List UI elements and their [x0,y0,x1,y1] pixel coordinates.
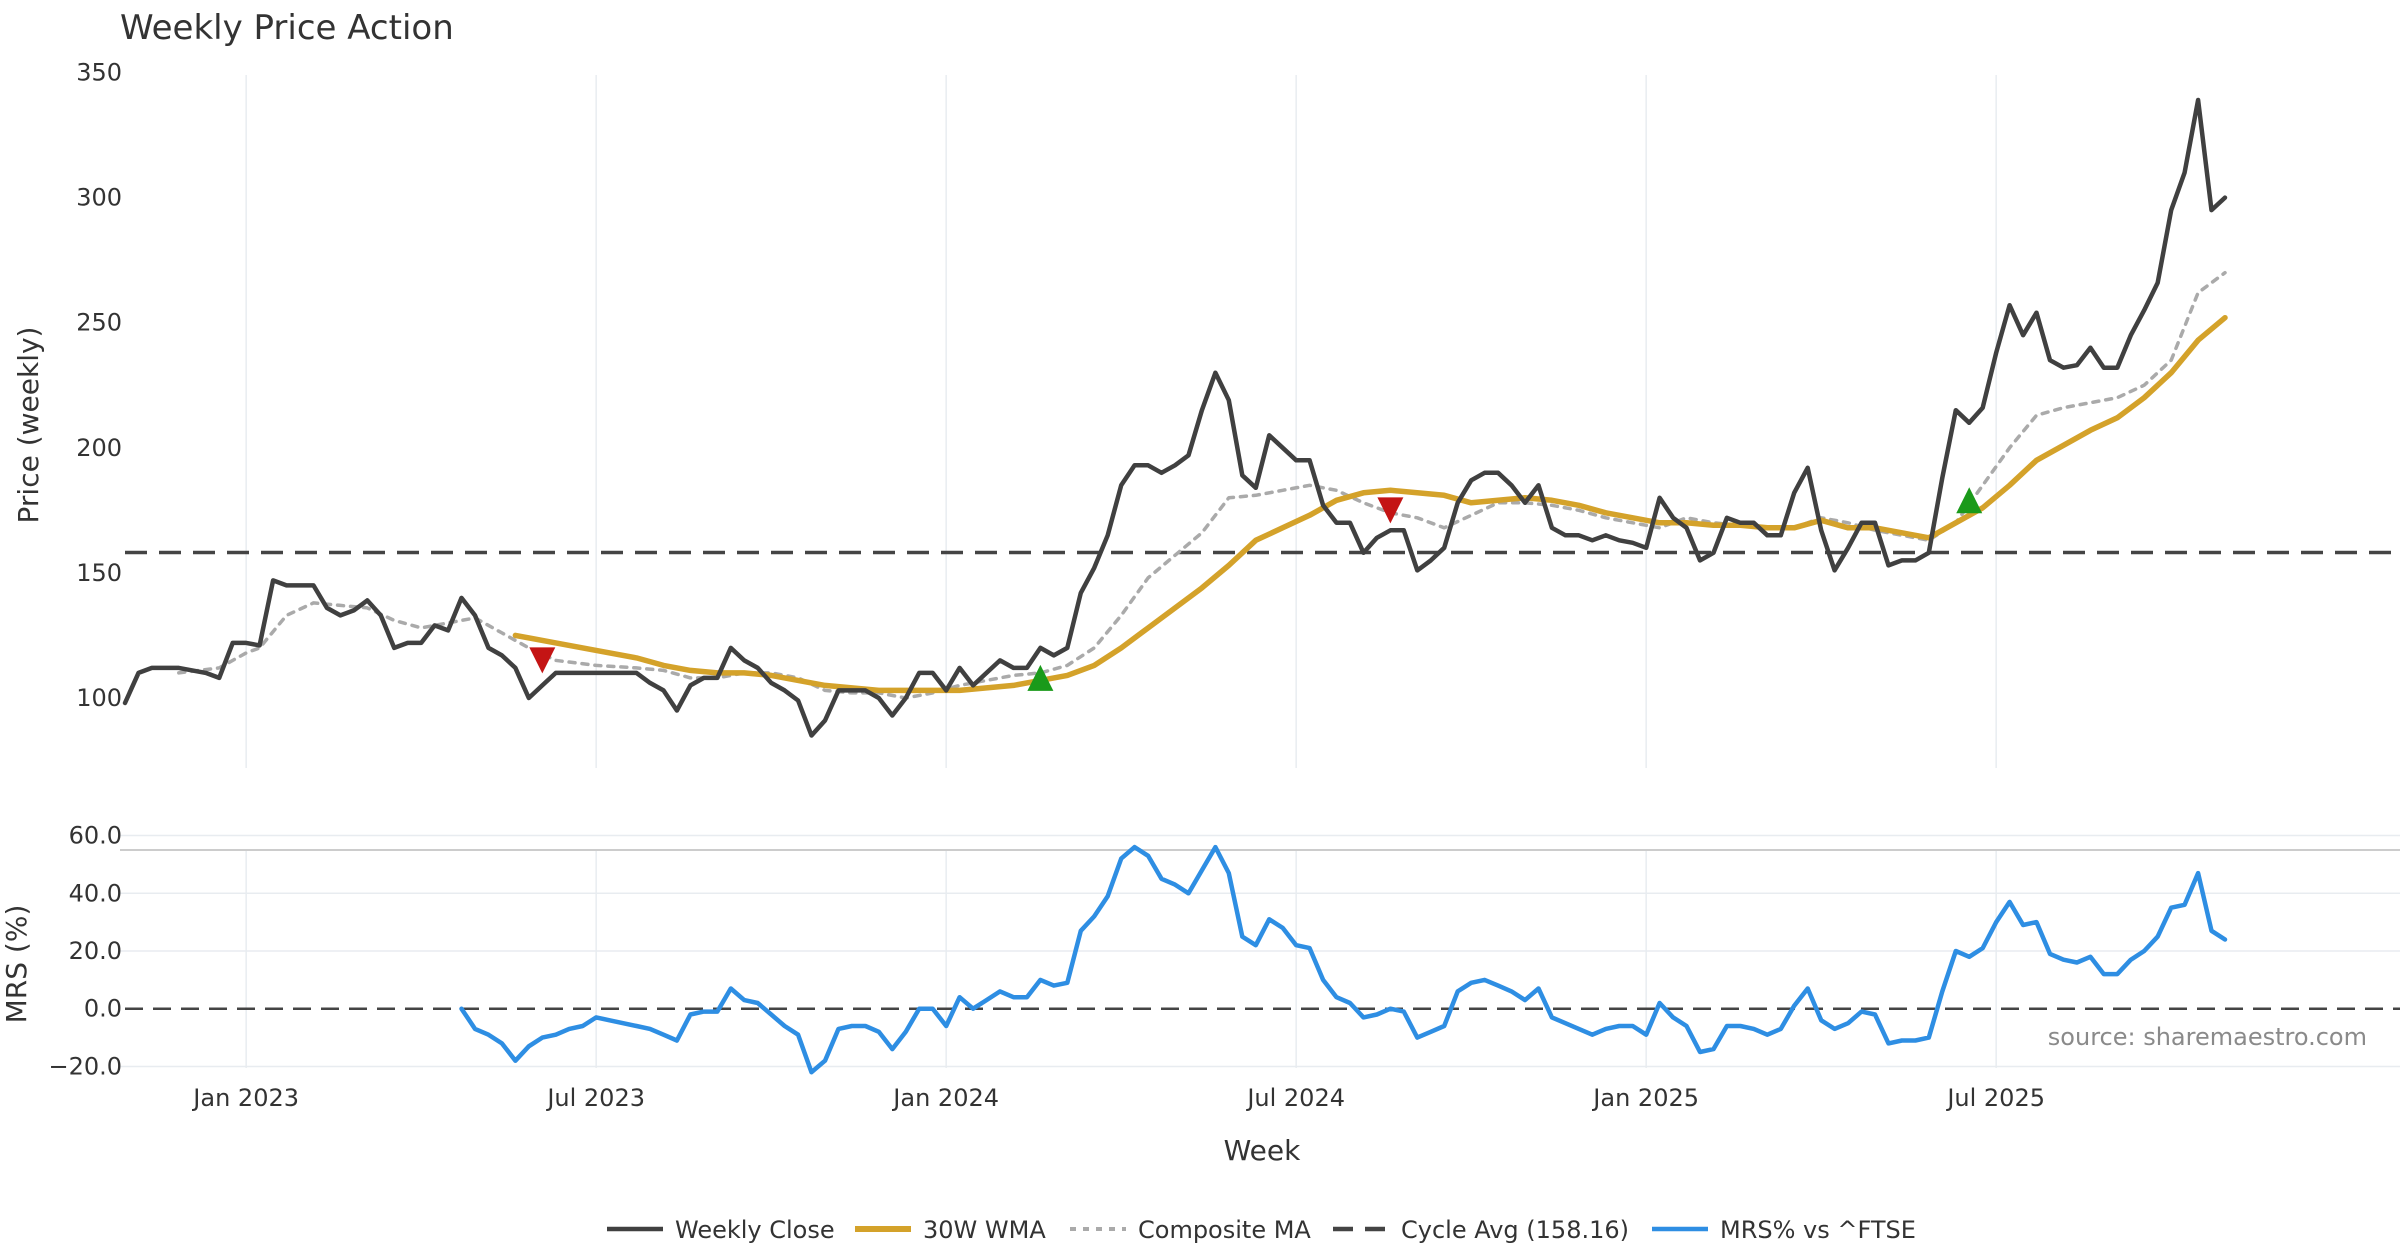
price-y-tick-labels: 100 150 200 250 300 350 [76,59,122,712]
price-y-tick-100: 100 [76,684,122,712]
mrs-y-tick-0: −20.0 [48,1052,122,1080]
x-tick-0: Jan 2023 [191,1084,299,1112]
x-tick-4: Jan 2025 [1591,1084,1699,1112]
sell-signal-marker-0 [529,647,556,674]
legend-label-close: Weekly Close [675,1216,835,1244]
series-composite-line [177,270,2227,700]
signal-markers [529,487,1983,691]
x-tick-1: Jul 2023 [545,1084,645,1112]
price-y-tick-300: 300 [76,184,122,212]
buy-signal-marker-1 [1027,664,1054,691]
mrs-y-tick-2: 20.0 [69,937,122,965]
price-y-tick-350: 350 [76,59,122,87]
mrs-y-tick-3: 40.0 [69,879,122,907]
sell-signal-marker-2 [1377,497,1404,524]
price-y-tick-150: 150 [76,559,122,587]
legend-label-wma: 30W WMA [923,1216,1046,1244]
series-wma-line [512,314,2228,694]
chart-series [122,97,2228,1075]
mrs-y-tick-1: 0.0 [84,995,122,1023]
price-y-axis-title: Price (weekly) [12,327,45,524]
source-credit: source: sharemaestro.com [2048,1023,2367,1051]
series-close-line [122,97,2228,738]
x-tick-3: Jul 2024 [1245,1084,1345,1112]
legend-label-composite: Composite MA [1138,1216,1311,1244]
mrs-y-tick-labels: −20.0 0.0 20.0 40.0 60.0 [48,822,122,1081]
series-mrs-line [459,844,2228,1075]
mrs-gridlines [120,834,2400,1068]
legend-label-mrs: MRS% vs ^FTSE [1720,1216,1916,1244]
chart-title: Weekly Price Action [120,8,454,48]
x-tick-2: Jan 2024 [891,1084,999,1112]
mrs-y-axis-title: MRS (%) [0,905,33,1024]
x-tick-labels: Jan 2023 Jul 2023 Jan 2024 Jul 2024 Jan 2025… [191,1084,2045,1112]
price-y-tick-200: 200 [76,434,122,462]
price-y-tick-250: 250 [76,309,122,337]
x-tick-5: Jul 2025 [1945,1084,2045,1112]
legend-label-cycle: Cycle Avg (158.16) [1401,1216,1629,1244]
x-axis-title: Week [1224,1134,1301,1167]
chart-legend: Weekly Close 30W WMA Composite MA Cycle Avg… [607,1216,1916,1244]
mrs-y-tick-4: 60.0 [69,822,122,850]
buy-signal-marker-3 [1956,487,1983,514]
